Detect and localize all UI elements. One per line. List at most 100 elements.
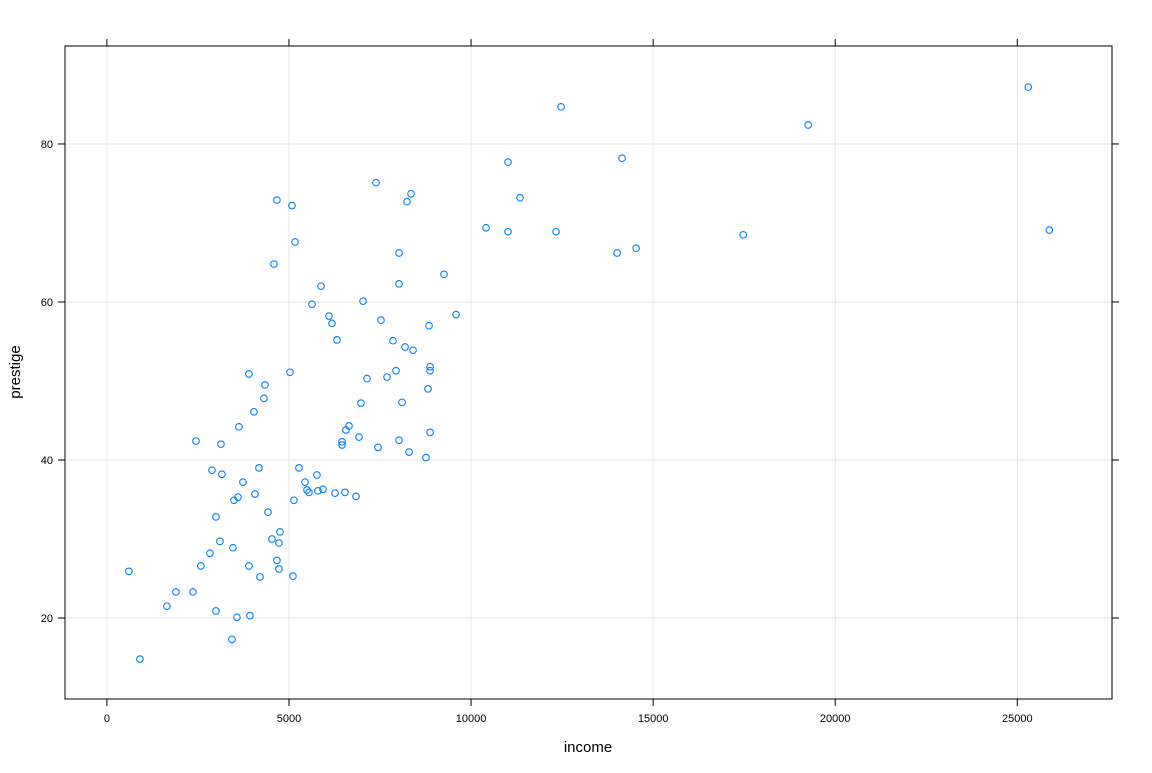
point (359, 297, 367, 306)
point (275, 539, 283, 547)
point (208, 466, 216, 475)
point (403, 197, 411, 206)
point (305, 488, 313, 497)
point (389, 336, 397, 345)
point (383, 373, 391, 381)
point (234, 493, 242, 501)
point (233, 613, 241, 622)
point (314, 486, 322, 495)
point (217, 440, 225, 449)
point (136, 655, 144, 663)
point (613, 249, 621, 257)
point (303, 486, 311, 494)
point (125, 567, 133, 576)
point (504, 227, 512, 236)
y-tick-label: 40 (41, 455, 53, 467)
point (251, 490, 259, 498)
point (345, 422, 353, 430)
point (372, 178, 380, 187)
point (552, 227, 560, 236)
y-tick-label: 20 (41, 613, 53, 625)
point (426, 362, 434, 371)
point (291, 238, 299, 246)
point (295, 464, 303, 472)
point (317, 282, 325, 291)
point (516, 193, 524, 202)
point (268, 535, 276, 543)
point (482, 223, 490, 232)
point (212, 607, 220, 615)
point (1045, 226, 1054, 234)
point (218, 470, 226, 479)
point (407, 189, 415, 198)
point (235, 422, 243, 431)
point (308, 300, 316, 309)
point (261, 381, 269, 389)
point (405, 448, 413, 456)
point (328, 319, 336, 328)
point (426, 428, 434, 437)
point (216, 537, 224, 546)
point (632, 244, 640, 253)
point (398, 398, 406, 407)
point (352, 492, 360, 501)
point (504, 158, 512, 166)
x-tick-label: 0 (104, 713, 110, 725)
point (239, 478, 247, 486)
point (739, 230, 748, 239)
point (557, 102, 565, 111)
point (289, 572, 297, 580)
point (804, 121, 813, 129)
point (270, 260, 278, 268)
point (401, 343, 409, 351)
point (355, 433, 363, 441)
point (395, 249, 403, 257)
point (363, 374, 371, 383)
point (357, 399, 365, 407)
point (338, 437, 346, 446)
point (452, 310, 460, 319)
point (255, 464, 263, 472)
point (313, 471, 321, 479)
point (395, 436, 403, 445)
point (333, 336, 341, 344)
point (286, 368, 294, 377)
x-axis-label: income (564, 739, 612, 756)
point (440, 270, 448, 279)
point (288, 201, 296, 210)
point (325, 312, 333, 321)
x-tick-label: 10000 (456, 713, 487, 725)
y-tick-label: 80 (41, 139, 53, 151)
point (424, 385, 432, 393)
point (374, 443, 382, 452)
point (250, 407, 258, 416)
point (245, 562, 253, 570)
point (319, 485, 327, 494)
point (301, 478, 309, 486)
point (341, 488, 349, 497)
point (256, 573, 264, 581)
point (192, 437, 200, 445)
x-tick-label: 25000 (1002, 713, 1033, 725)
point (377, 316, 385, 325)
point (409, 346, 417, 355)
point (197, 562, 205, 570)
point (245, 370, 253, 378)
point (260, 394, 268, 403)
point (422, 453, 430, 462)
point (228, 635, 236, 644)
y-axis-label: prestige (7, 345, 24, 398)
point (246, 611, 254, 620)
point (172, 588, 180, 596)
point (395, 279, 403, 288)
y-tick-label: 60 (41, 297, 53, 309)
point (331, 489, 339, 498)
point (229, 543, 237, 552)
point (189, 588, 197, 596)
plot-frame (64, 45, 1113, 700)
x-tick-label: 20000 (820, 713, 851, 725)
x-tick-label: 5000 (277, 713, 301, 725)
point (392, 366, 400, 375)
point (264, 508, 272, 516)
point (273, 196, 281, 204)
